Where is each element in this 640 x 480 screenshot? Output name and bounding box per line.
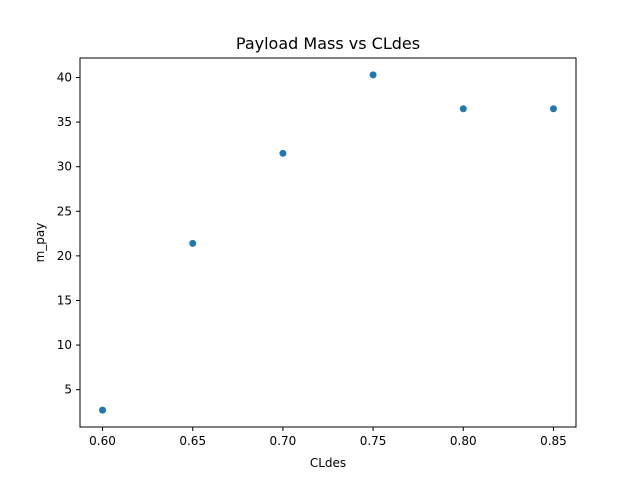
x-axis-ticks: 0.60 0.65 0.70 0.75 0.80 0.85	[89, 427, 567, 448]
y-tick-label: 40	[57, 71, 72, 85]
y-tick-label: 5	[64, 383, 72, 397]
x-tick-label: 0.85	[540, 434, 567, 448]
plot-frame	[79, 57, 577, 428]
y-tick-label: 25	[57, 204, 72, 218]
y-tick-label: 15	[57, 293, 72, 307]
y-axis-ticks: 5 10 15 20 25 30 35 40	[57, 71, 80, 397]
y-tick-label: 10	[57, 338, 72, 352]
data-point	[99, 406, 107, 414]
data-point	[459, 105, 467, 113]
y-tick-label: 35	[57, 115, 72, 129]
data-point	[369, 71, 377, 79]
y-tick-label: 20	[57, 249, 72, 263]
data-point	[279, 149, 287, 157]
chart-title: Payload Mass vs CLdes	[236, 34, 420, 53]
y-axis-label: m_pay	[33, 223, 47, 263]
data-points	[99, 71, 557, 414]
x-tick-label: 0.60	[89, 434, 116, 448]
y-tick-label: 30	[57, 160, 72, 174]
x-tick-label: 0.75	[360, 434, 387, 448]
plot-area	[80, 58, 576, 427]
data-point	[549, 105, 557, 113]
x-axis-label: CLdes	[310, 456, 346, 470]
data-point	[189, 239, 197, 247]
x-tick-label: 0.80	[450, 434, 477, 448]
x-tick-label: 0.65	[179, 434, 206, 448]
x-tick-label: 0.70	[270, 434, 297, 448]
